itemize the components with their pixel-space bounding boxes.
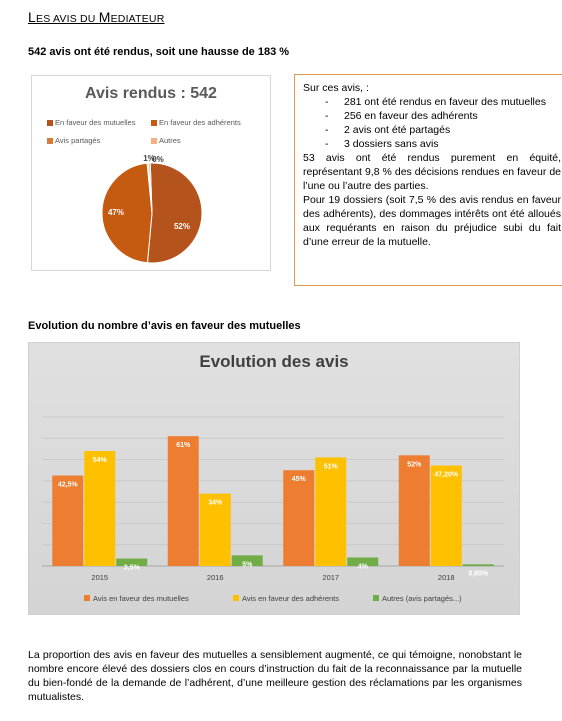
summary-equite-paragraph: 53 avis ont été rendus purement en équit… xyxy=(303,152,561,192)
bar-chart: 42,5% 54% 3,5% 2015 61% 34% 5% 2016 45% 51% 4% 2017… xyxy=(42,416,504,603)
bar-autres xyxy=(116,558,148,566)
legend-swatch xyxy=(373,595,379,601)
pie-legend-item: En faveur des adhérents xyxy=(151,118,241,127)
bar-mutuelles xyxy=(52,475,84,566)
bar-mutuelles xyxy=(283,470,315,566)
bar-data-label: 42,5% xyxy=(58,482,79,489)
bar-data-label: 51% xyxy=(324,463,339,470)
bar-adherents xyxy=(315,457,347,566)
pie-data-label: 0% xyxy=(152,155,164,164)
bar-adherents xyxy=(199,493,231,566)
pie-legend-item: Autres xyxy=(151,136,181,145)
section-heading-avis-rendus: 542 avis ont été rendus, soit une hausse… xyxy=(28,46,290,58)
pie-data-label: 1% xyxy=(143,154,155,163)
legend-swatch xyxy=(84,595,90,601)
pie-chart: 52% 47% 1%0% xyxy=(101,154,203,264)
pie-slice-mutuelles xyxy=(146,162,203,264)
section-heading-evolution: Evolution du nombre d’avis en faveur des… xyxy=(28,320,301,332)
legend-swatch xyxy=(151,119,157,126)
legend-label: Autres (avis partagés...) xyxy=(382,594,462,603)
bar-adherents xyxy=(84,451,116,566)
bar-adherents xyxy=(430,465,462,566)
bar-mutuelles xyxy=(167,436,199,566)
bar-autres xyxy=(231,555,263,566)
legend-label: Avis en faveur des adhérents xyxy=(242,594,339,603)
bar-data-label: 61% xyxy=(176,442,191,449)
summary-dommages-paragraph: Pour 19 dossiers (soit 7,5 % des avis re… xyxy=(303,194,561,248)
pie-slice-autres xyxy=(147,162,153,214)
bar-autres xyxy=(462,564,494,566)
x-tick-label: 2018 xyxy=(438,573,455,582)
bar-data-label: 52% xyxy=(407,461,422,468)
bar-data-label: 45% xyxy=(292,476,307,483)
legend-label: Avis en faveur des mutuelles xyxy=(93,594,189,603)
legend-swatch xyxy=(151,137,157,144)
x-tick-label: 2015 xyxy=(91,573,108,582)
pie-chart-title: Avis rendus : 542 xyxy=(85,85,217,102)
list-item: 2 avis ont été partagés xyxy=(303,123,561,137)
conclusion-paragraph: La proportion des avis en faveur des mut… xyxy=(28,649,522,703)
pie-data-label: 52% xyxy=(174,222,190,231)
summary-list: 281 ont été rendus en faveur des mutuell… xyxy=(303,95,561,151)
pie-data-label: 47% xyxy=(108,208,124,217)
list-item: 281 ont été rendus en faveur des mutuell… xyxy=(303,95,561,109)
page-title: LES AVIS DU MEDIATEUR xyxy=(28,9,165,25)
bar-data-label: 34% xyxy=(208,500,223,507)
bar-chart-title: Evolution des avis xyxy=(199,352,349,371)
pie-slice-adherents xyxy=(101,162,153,264)
bar-data-label: 0,80% xyxy=(468,570,489,577)
bar-data-label: 54% xyxy=(93,457,108,464)
bar-data-label: 4% xyxy=(358,563,369,570)
bar-mutuelles xyxy=(398,455,430,566)
avis-summary-box: Sur ces avis, : 281 ont été rendus en fa… xyxy=(294,74,562,286)
bar-data-label: 3,5% xyxy=(124,565,141,572)
summary-intro: Sur ces avis, : xyxy=(303,82,369,94)
x-tick-label: 2017 xyxy=(322,573,339,582)
list-item: 256 en faveur des adhérents xyxy=(303,109,561,123)
pie-legend-item: En faveur des mutuelles xyxy=(47,118,135,127)
legend-swatch xyxy=(47,119,53,126)
legend-swatch xyxy=(233,595,239,601)
bar-data-label: 47,20% xyxy=(434,472,459,479)
list-item: 3 dossiers sans avis xyxy=(303,137,561,151)
pie-legend-item: Avis partagés xyxy=(47,136,100,145)
legend-swatch xyxy=(47,137,53,144)
bar-data-label: 5% xyxy=(242,561,253,568)
x-tick-label: 2016 xyxy=(207,573,224,582)
bar-autres xyxy=(347,557,379,566)
